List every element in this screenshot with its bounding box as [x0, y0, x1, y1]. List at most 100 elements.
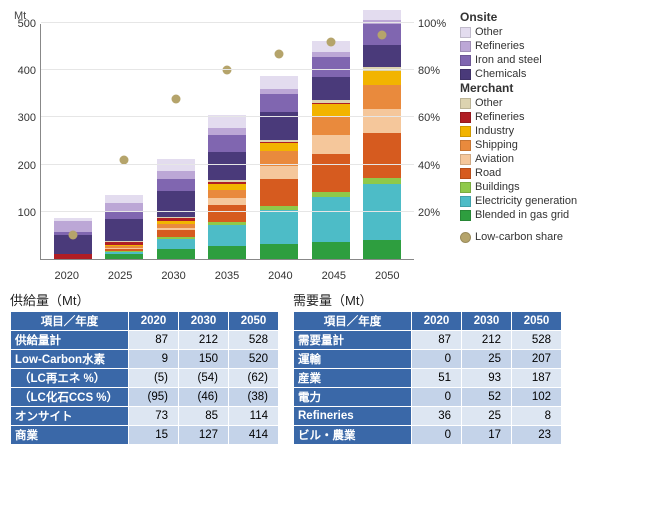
x-label: 2050: [375, 270, 399, 282]
seg-m_blended: [312, 242, 350, 259]
legend-label: Blended in gas grid: [475, 208, 569, 222]
x-label: 2045: [322, 270, 346, 282]
table-header: 2020: [129, 312, 179, 331]
row-category: オンサイト: [11, 407, 129, 426]
legend-label: Aviation: [475, 152, 514, 166]
cell-value: 0: [412, 350, 462, 369]
row-category: 需要量計: [294, 331, 412, 350]
legend-item: Road: [460, 166, 660, 180]
table-header: 2030: [179, 312, 229, 331]
legend-swatch: [460, 112, 471, 123]
cell-value: 520: [229, 350, 279, 369]
table-row: 産業5193187: [294, 369, 562, 388]
cell-value: 187: [512, 369, 562, 388]
cell-value: 212: [179, 331, 229, 350]
legend-label: Electricity generation: [475, 194, 577, 208]
low-carbon-marker: [326, 37, 335, 46]
legend-item: Aviation: [460, 152, 660, 166]
table-row: 電力052102: [294, 388, 562, 407]
legend-label: Buildings: [475, 180, 520, 194]
seg-m_aviation: [208, 198, 246, 205]
cell-value: 73: [129, 407, 179, 426]
seg-on_ironsteel: [312, 57, 350, 77]
seg-on_ironsteel: [157, 179, 195, 191]
cell-value: 87: [412, 331, 462, 350]
bar-2020: [54, 218, 92, 259]
seg-m_road: [157, 230, 195, 237]
legend-swatch: [460, 55, 471, 66]
legend-swatch: [460, 168, 471, 179]
cell-value: 23: [512, 426, 562, 445]
legend-label: Shipping: [475, 138, 518, 152]
x-label: 2035: [215, 270, 239, 282]
seg-m_aviation: [260, 166, 298, 179]
seg-on_refineries: [157, 171, 195, 179]
cell-value: 528: [229, 331, 279, 350]
legend-item: Blended in gas grid: [460, 208, 660, 222]
tables-row: 供給量（Mt） 項目／年度202020302050供給量計87212528Low…: [10, 290, 660, 445]
legend-item: Other: [460, 96, 660, 110]
table-row: Low-Carbon水素9150520: [11, 350, 279, 369]
x-label: 2030: [161, 270, 185, 282]
supply-table-title: 供給量（Mt）: [10, 290, 279, 309]
legend-label: Other: [475, 96, 503, 110]
chart-plot-area: [40, 24, 414, 260]
seg-m_blended: [105, 254, 143, 259]
legend-swatch: [460, 69, 471, 80]
legend-label: Iron and steel: [475, 53, 542, 67]
seg-m_shipping: [363, 85, 401, 110]
row-category: （LC化石CCS %）: [11, 388, 129, 407]
cell-value: 127: [179, 426, 229, 445]
legend-swatch: [460, 182, 471, 193]
seg-m_electricity: [260, 210, 298, 244]
cell-value: 150: [179, 350, 229, 369]
legend-group-title: Merchant: [460, 81, 660, 95]
low-carbon-marker: [171, 94, 180, 103]
marker-legend-label: Low-carbon share: [475, 230, 563, 244]
seg-on_other: [260, 76, 298, 89]
legend-swatch: [460, 98, 471, 109]
bar-2030: [157, 159, 195, 259]
legend-item: Refineries: [460, 110, 660, 124]
legend-swatch: [460, 140, 471, 151]
seg-m_electricity: [208, 225, 246, 246]
bar-2025: [105, 195, 143, 259]
row-category: Low-Carbon水素: [11, 350, 129, 369]
marker-swatch: [460, 232, 471, 243]
low-carbon-marker: [68, 231, 77, 240]
seg-m_shipping: [312, 116, 350, 136]
table-header: 2050: [512, 312, 562, 331]
seg-m_road: [363, 133, 401, 178]
cell-value: 87: [129, 331, 179, 350]
table-header: 2020: [412, 312, 462, 331]
cell-value: (95): [129, 388, 179, 407]
seg-on_other: [105, 195, 143, 203]
table-row: 運輸025207: [294, 350, 562, 369]
legend-label: Other: [475, 25, 503, 39]
legend-item: Other: [460, 25, 660, 39]
cell-value: (5): [129, 369, 179, 388]
row-category: 供給量計: [11, 331, 129, 350]
cell-value: 8: [512, 407, 562, 426]
cell-value: 25: [462, 407, 512, 426]
seg-on_ironsteel: [208, 135, 246, 152]
seg-m_blended: [363, 240, 401, 259]
bar-2040: [260, 76, 298, 259]
row-category: Refineries: [294, 407, 412, 426]
seg-m_aviation: [312, 135, 350, 154]
table-row: Refineries36258: [294, 407, 562, 426]
seg-m_electricity: [312, 197, 350, 242]
legend-item: Buildings: [460, 180, 660, 194]
seg-on_other: [363, 10, 401, 20]
seg-on_ironsteel: [260, 94, 298, 112]
demand-table: 項目／年度202020302050需要量計87212528運輸025207産業5…: [293, 311, 562, 445]
seg-m_shipping: [208, 190, 246, 198]
legend-item: Industry: [460, 124, 660, 138]
supply-table: 項目／年度202020302050供給量計87212528Low-Carbon水…: [10, 311, 279, 445]
legend-item-marker: Low-carbon share: [460, 230, 660, 244]
cell-value: 207: [512, 350, 562, 369]
table-row: 商業15127414: [11, 426, 279, 445]
cell-value: 93: [462, 369, 512, 388]
legend-swatch: [460, 126, 471, 137]
cell-value: 102: [512, 388, 562, 407]
